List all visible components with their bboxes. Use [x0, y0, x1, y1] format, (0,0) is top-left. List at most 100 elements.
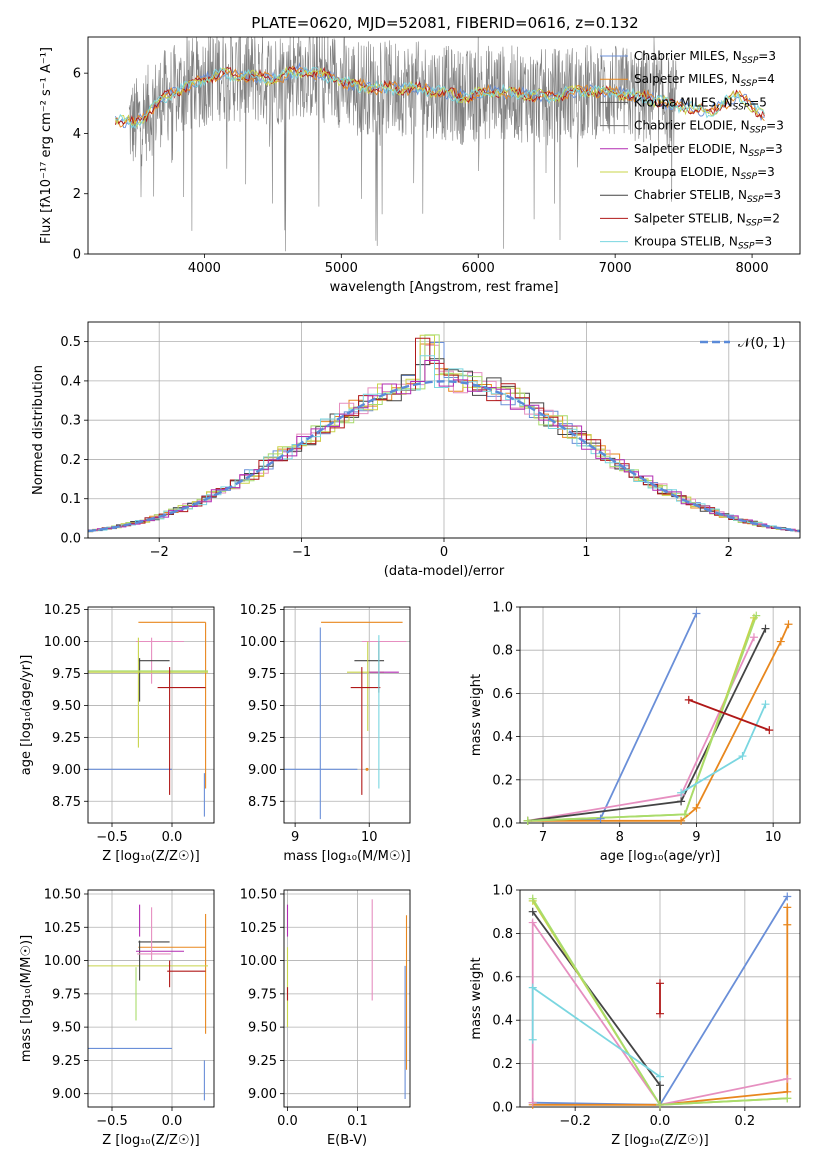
spectrum-xlabel: wavelength [Angstrom, rest frame]: [330, 280, 559, 295]
spectrum-legend-label: Kroupa STELIB, NSSP=3: [634, 235, 772, 252]
spectrum-frame: [87, 36, 801, 255]
mass_weight_vs_Z-marker: [783, 1094, 792, 1103]
mass_vs_ebv-ytick-label: 10.00: [240, 954, 277, 969]
mass_weight_vs_Z-marker: [783, 920, 792, 929]
age_vs_Z-xtick-label: 0.0: [162, 830, 183, 845]
mass_weight_vs_age-xtick-label: 8: [616, 830, 624, 845]
spectrum-ytick-label: 0: [73, 248, 81, 263]
mass_weight_vs_age-ytick-label: 0.0: [492, 817, 513, 832]
mass_weight_vs_age-marker: [523, 816, 532, 825]
residual-histogram: [88, 334, 800, 532]
residuals-ytick-label: 0.5: [60, 335, 81, 350]
age_vs_mass-ytick-label: 9.75: [248, 667, 277, 682]
mass_weight_vs_age-marker: [692, 803, 701, 812]
mass_vs_Z-ylabel: mass [log₁₀(M/M☉)]: [19, 935, 34, 1062]
mass_weight_vs_age-xtick-label: 10: [765, 830, 782, 845]
mass_weight_vs_age-marker: [677, 816, 686, 825]
mass_vs_Z-ytick-label: 10.50: [44, 887, 81, 902]
mass_vs_ebv-ytick-label: 10.50: [240, 887, 277, 902]
residuals-xtick-label: 1: [582, 545, 590, 560]
mass_weight_vs_Z-marker: [656, 1100, 664, 1109]
mass_weight_vs_Z-ytick-label: 0.2: [492, 1057, 513, 1072]
mass_weight_vs_Z-ytick-label: 0.0: [492, 1101, 513, 1116]
age_vs_mass-ytick-label: 8.75: [248, 795, 277, 810]
residuals-ylabel: Normed distribution: [31, 365, 46, 495]
mass_vs_ebv-ytick-label: 9.75: [248, 987, 277, 1002]
mass_vs_Z-frame: [87, 889, 215, 1108]
mass_weight_vs_age-ylabel: mass weight: [469, 674, 484, 756]
mass_weight_vs_age-ytick-label: 0.4: [492, 730, 513, 745]
mass_vs_ebv-panel: 0.0 0.1 9.00 9.25 9.50 9.75 10.00 10.25 10.50 E(B…: [240, 887, 411, 1148]
residuals-xtick-label: −2: [150, 545, 169, 560]
mass_weight_vs_age-series-line: [527, 613, 698, 822]
mass_vs_Z-ytick-label: 9.25: [52, 1054, 81, 1069]
mass_weight_vs_Z-marker: [528, 907, 537, 916]
age_vs_mass-ytick-label: 10.25: [240, 603, 277, 618]
spectrum-legend-label: Salpeter MILES, NSSP=4: [634, 72, 775, 89]
mass_weight_vs_Z-marker: [528, 1035, 537, 1044]
residuals-ytick-label: 0.0: [60, 532, 81, 547]
mass_weight_vs_age-marker: [677, 788, 686, 797]
mass_weight_vs_Z-marker: [528, 1098, 537, 1107]
age_vs_Z-ytick-label: 8.75: [52, 795, 81, 810]
spectrum-xtick-label: 6000: [462, 261, 495, 276]
residuals-plot-area: [88, 334, 800, 533]
mass_vs_ebv-ytick-label: 10.25: [240, 921, 277, 936]
age_vs_mass-ytick-label: 10.00: [240, 635, 277, 650]
mass_weight_vs_age-series-line: [688, 699, 770, 731]
mass_weight_vs_age-marker: [749, 633, 758, 642]
spectrum-legend-label: Kroupa ELODIE, NSSP=3: [634, 165, 775, 182]
age_vs_Z-ytick-label: 10.00: [44, 635, 81, 650]
mass_vs_Z-panel: −0.5 0.0 9.00 9.25 9.50 9.75 10.00 10.25 10.50 Z …: [19, 887, 215, 1148]
mass_weight_vs_age-series-line: [527, 617, 755, 822]
age_vs_mass-frame: [283, 606, 411, 824]
observed-spectrum-line: [128, 37, 677, 252]
mass_weight_vs_age-xlabel: age [log₁₀(age/yr)]: [600, 849, 721, 864]
mass_weight_vs_Z-marker: [656, 979, 664, 988]
mass_vs_Z-ytick-label: 9.50: [52, 1021, 81, 1036]
mass_vs_ebv-ytick-label: 9.00: [248, 1087, 277, 1102]
spectrum-legend-label: Salpeter STELIB, NSSP=2: [634, 211, 780, 228]
mass_weight_vs_age-marker: [784, 620, 793, 629]
mass_weight_vs_age-ytick-label: 0.8: [492, 644, 513, 659]
spectrum-ytick-label: 2: [73, 187, 81, 202]
residuals-xtick-label: 2: [725, 545, 733, 560]
mass_weight_vs_Z-xtick-label: −0.2: [559, 1114, 591, 1129]
mass_weight_vs_age-ytick-label: 0.6: [492, 687, 513, 702]
residuals-ytick-label: 0.4: [60, 374, 81, 389]
mass_weight_vs_age-marker: [752, 611, 761, 620]
gaussian-legend-label: 𝒩(0, 1): [738, 336, 785, 351]
mass_weight_vs_age-marker: [761, 624, 770, 633]
age_vs_Z-plot-area: [88, 621, 208, 817]
age_vs_Z-ylabel: age [log₁₀(age/yr)]: [19, 655, 34, 776]
mass_vs_Z-xtick-label: −0.5: [96, 1114, 128, 1129]
age_vs_mass-xtick-label: 9: [291, 830, 299, 845]
age_vs_Z-ytick-label: 10.25: [44, 603, 81, 618]
age_vs_mass-xlabel: mass [log₁₀(M/M☉)]: [283, 849, 410, 864]
mass_weight_vs_Z-marker: [656, 1009, 664, 1018]
mass_weight_vs_Z-marker: [783, 903, 792, 912]
residuals-ytick-label: 0.2: [60, 453, 81, 468]
mass_weight_vs_age-ytick-label: 1.0: [492, 601, 513, 616]
mass_vs_ebv-ytick-label: 9.25: [248, 1054, 277, 1069]
mass_vs_ebv-frame: [283, 889, 411, 1108]
mass_weight_vs_Z-marker: [783, 1074, 792, 1083]
age_vs_mass-xtick-label: 10: [361, 830, 378, 845]
mass_vs_ebv-plot-area: [286, 899, 408, 1100]
mass_weight_vs_Z-marker: [528, 918, 537, 927]
spectrum-panel: 4000 5000 6000 7000 8000 0 2 4 6 wavelength [Angs…: [39, 36, 801, 295]
mass_weight_vs_Z-marker: [528, 894, 537, 903]
age_vs_Z-ytick-label: 9.25: [52, 731, 81, 746]
age_vs_mass-ytick-label: 9.00: [248, 763, 277, 778]
mass_weight_vs_Z-ytick-label: 0.6: [492, 970, 513, 985]
age_vs_mass-ytick-label: 9.25: [248, 731, 277, 746]
mass_weight_vs_age-panel: 7 8 9 10 0.0 0.2 0.4 0.6 0.8 1.0 age [log₁₀(age/yr…: [469, 601, 801, 864]
mass_weight_vs_age-ytick-label: 0.2: [492, 773, 513, 788]
mass_weight_vs_age-marker: [765, 726, 774, 735]
spectrum-legend: Chabrier MILES, NSSP=3 Salpeter MILES, NS…: [600, 49, 784, 252]
residuals-ytick-label: 0.1: [60, 492, 81, 507]
spectrum-xtick-label: 8000: [736, 261, 769, 276]
spectrum-ylabel: Flux [fλ10⁻¹⁷ erg cm⁻² s⁻¹ A⁻¹]: [39, 47, 54, 244]
age_vs_Z-xtick-label: −0.5: [96, 830, 128, 845]
model-spectrum-line: [115, 66, 765, 129]
